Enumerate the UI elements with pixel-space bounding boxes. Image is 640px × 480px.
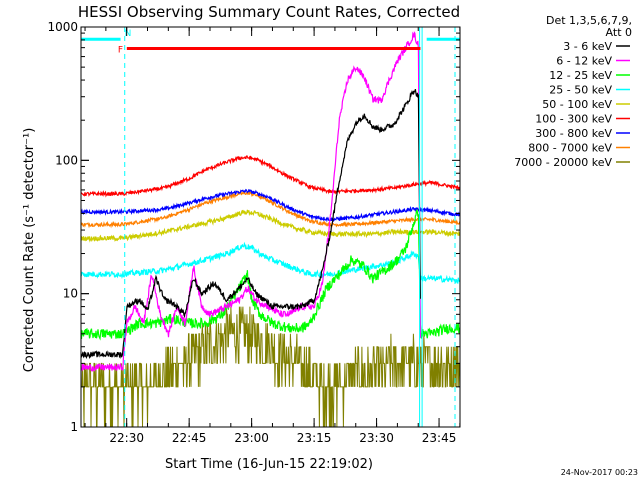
series-line-100-300-kev: [81, 154, 460, 198]
x-tick-label: 23:30: [359, 431, 394, 445]
legend-entry-label: 12 - 25 keV: [549, 69, 612, 82]
series-line-3-6-kev: [81, 89, 421, 360]
y-tick-label: 10: [63, 287, 78, 301]
legend-header: Att 0: [606, 26, 632, 39]
legend-entry-label: 300 - 800 keV: [535, 127, 612, 140]
y-tick-label: 100: [55, 153, 78, 167]
y-axis-label: Corrected Count Rate (s⁻¹ detector⁻¹): [22, 128, 37, 373]
legend-header: Det 1,3,5,6,7,9,: [546, 14, 632, 27]
y-tick-label: 1: [70, 420, 78, 434]
legend-entry-label: 25 - 50 keV: [549, 84, 612, 97]
series-line-7000-20000-kev: [81, 306, 460, 427]
chart-title: HESSI Observing Summary Count Rates, Cor…: [78, 3, 460, 21]
y-tick-label: 1000: [47, 20, 78, 34]
legend-entry-label: 800 - 7000 keV: [528, 142, 612, 155]
x-tick-label: 23:45: [422, 431, 457, 445]
series-line-300-800-kev: [81, 188, 460, 223]
x-tick-label: 22:30: [109, 431, 144, 445]
series-layer: [81, 31, 460, 427]
series-line-12-25-kev: [81, 209, 460, 341]
series-line-6-12-kev: [81, 31, 421, 372]
legend-entry-label: 100 - 300 keV: [535, 113, 612, 126]
axes-layer: 1 10 100 1000 22:30 22:45 23:00 23:15 23:30 23:45: [47, 20, 461, 445]
footer-date: 24-Nov-2017 00:23: [561, 468, 638, 477]
flag-label-n: N: [125, 29, 132, 39]
x-tick-label: 22:45: [172, 431, 207, 445]
x-tick-label: 23:15: [297, 431, 332, 445]
plot-frame: [80, 26, 461, 428]
overlay-layer: NF: [81, 27, 460, 427]
legend-entry-label: 3 - 6 keV: [563, 40, 612, 53]
flag-label-f: F: [118, 45, 123, 55]
legend: Det 1,3,5,6,7,9,Att 03 - 6 keV 6 - 12 keV…: [514, 14, 632, 169]
x-axis-label: Start Time (16-Jun-15 22:19:02): [165, 457, 373, 472]
x-tick-label: 23:00: [234, 431, 269, 445]
series-line-50-100-kev: [81, 209, 460, 243]
legend-entry-label: 50 - 100 keV: [542, 98, 612, 111]
series-line-800-7000-kev: [81, 190, 460, 229]
legend-entry-label: 7000 - 20000 keV: [514, 156, 612, 169]
legend-entry-label: 6 - 12 keV: [556, 55, 612, 68]
